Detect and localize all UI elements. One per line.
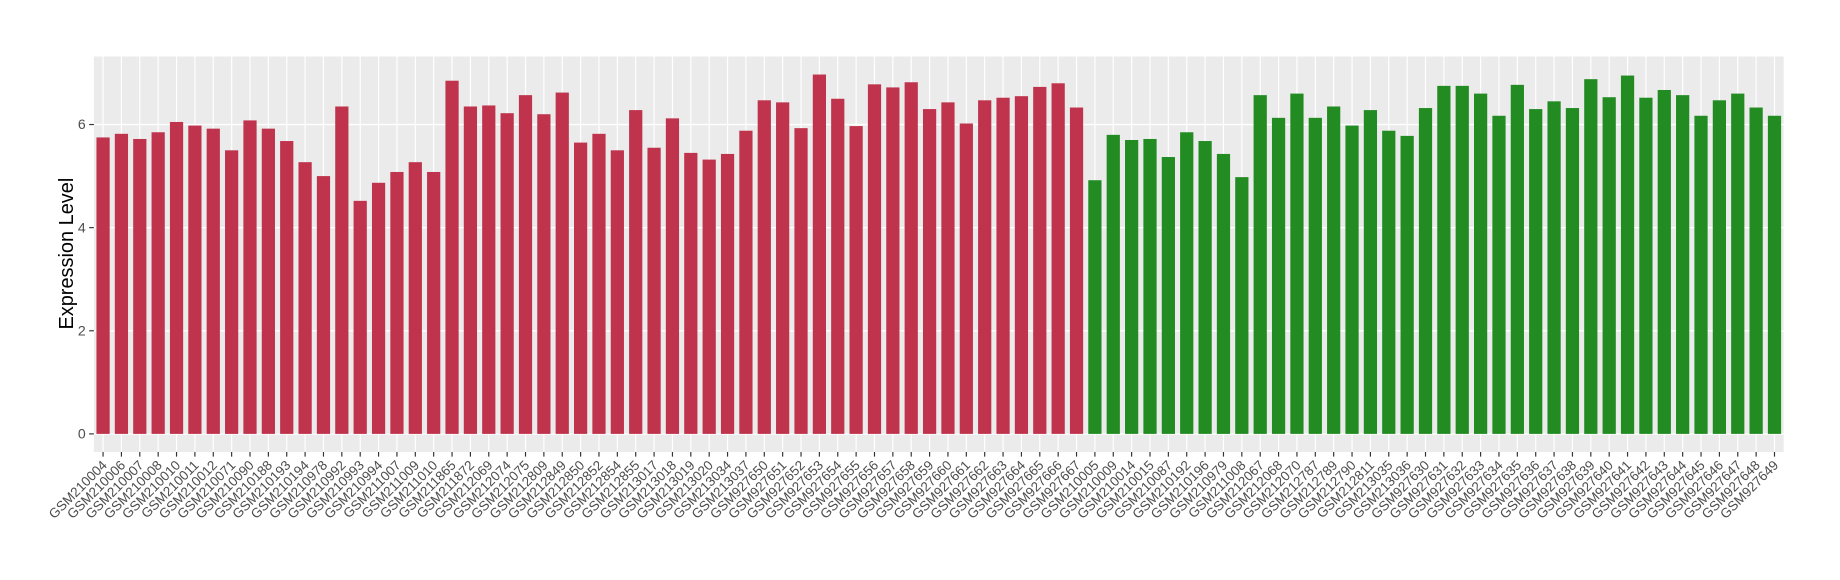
bar (1271, 117, 1286, 434)
bar (243, 120, 257, 434)
bar (96, 137, 110, 434)
bar (574, 142, 588, 434)
bar (316, 176, 331, 434)
bar (1253, 95, 1267, 434)
bar (1327, 106, 1341, 434)
bar (1731, 93, 1745, 434)
bar (1088, 180, 1102, 434)
bar (114, 133, 129, 434)
bar (261, 128, 275, 434)
y-tick-label: 6 (78, 116, 86, 132)
bar (1033, 86, 1047, 434)
bar (1492, 115, 1506, 434)
bar (1510, 84, 1524, 434)
bar (1455, 85, 1469, 434)
bar (1639, 97, 1653, 434)
bar (610, 150, 624, 434)
bar (280, 141, 294, 434)
bar (1602, 97, 1616, 434)
bar (188, 125, 202, 434)
bar (1400, 135, 1414, 434)
bar (1657, 89, 1671, 434)
bar (831, 98, 845, 434)
bar (1106, 134, 1120, 434)
bar (445, 80, 459, 434)
bar (720, 153, 735, 434)
bar (1418, 108, 1433, 434)
bar (408, 162, 422, 434)
bar (1180, 132, 1194, 434)
bar (1143, 138, 1157, 434)
bar (922, 109, 937, 434)
bar (592, 133, 606, 434)
bar (1712, 100, 1726, 434)
bar (1676, 95, 1690, 434)
bar (959, 123, 973, 434)
bar (169, 121, 184, 434)
bar (1345, 125, 1359, 434)
bar (665, 118, 680, 434)
y-tick-label: 0 (78, 426, 86, 442)
bar (225, 150, 239, 434)
bar (886, 87, 900, 434)
bar (1161, 157, 1175, 434)
bar (867, 84, 882, 434)
bar (353, 200, 367, 434)
bar (739, 130, 753, 434)
bar (482, 105, 496, 434)
bar (1529, 109, 1543, 434)
bar (537, 114, 551, 434)
bar (794, 128, 808, 434)
bar (1290, 93, 1304, 434)
bar (849, 126, 863, 434)
bar (1216, 153, 1231, 434)
bar (1308, 117, 1322, 434)
bar (1382, 130, 1396, 434)
bar (1767, 115, 1782, 434)
bar (941, 102, 955, 434)
bar (133, 138, 147, 434)
bar (1069, 107, 1084, 434)
bar (812, 74, 827, 434)
bar (978, 100, 992, 434)
bar (1235, 177, 1249, 434)
bar (500, 113, 514, 434)
bar (427, 171, 441, 434)
bar (298, 162, 312, 434)
y-axis-label: Expression Level (56, 178, 78, 330)
bar (904, 82, 918, 434)
bar (1547, 101, 1561, 434)
bar (1363, 110, 1378, 434)
y-tick-label: 2 (78, 322, 86, 338)
bar (463, 106, 478, 434)
bar (702, 159, 716, 434)
bar (757, 100, 771, 434)
bar (1198, 141, 1212, 434)
bar (151, 132, 165, 434)
y-tick-label: 4 (78, 219, 86, 235)
bar (1694, 115, 1708, 434)
bar (776, 102, 790, 434)
bar (1051, 83, 1065, 434)
bar (335, 106, 349, 434)
bar (206, 128, 220, 434)
bar (1584, 79, 1598, 434)
bar (1437, 85, 1451, 434)
bar (1749, 107, 1763, 434)
bar (1474, 93, 1488, 434)
bar (518, 95, 533, 434)
bar (684, 152, 698, 434)
bar (1565, 108, 1580, 434)
bar (647, 147, 661, 434)
bar (555, 92, 569, 434)
bar (1014, 96, 1029, 434)
bar (1125, 140, 1139, 434)
bar (390, 171, 404, 434)
bar (996, 97, 1010, 434)
bar (371, 182, 386, 434)
bar (629, 110, 643, 434)
bar (1620, 75, 1635, 434)
